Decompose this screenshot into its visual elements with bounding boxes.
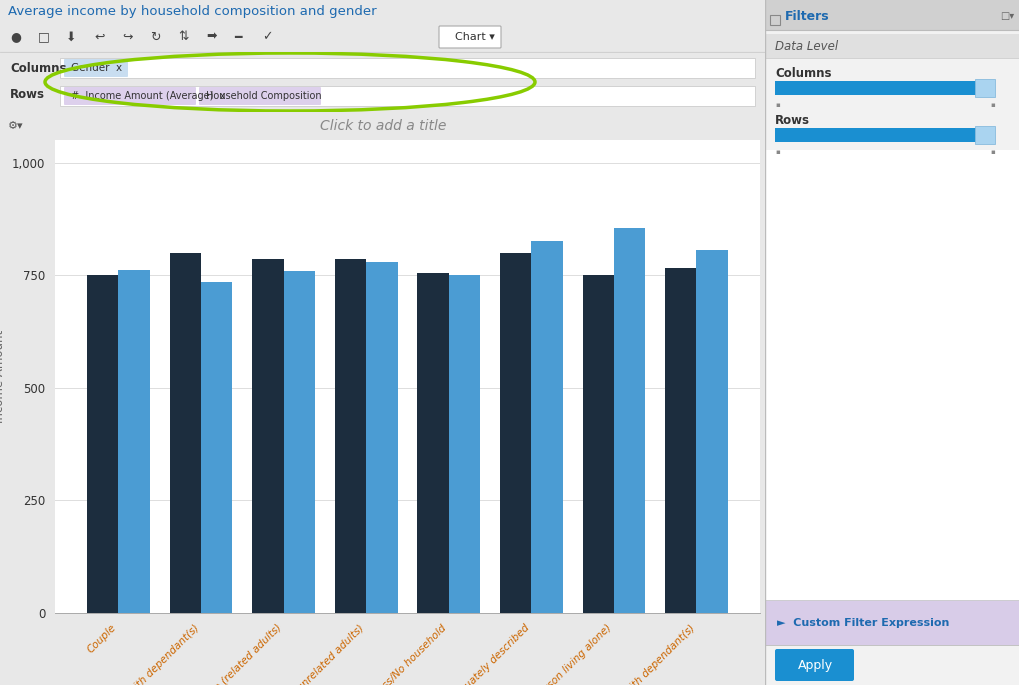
Text: ⇅: ⇅: [178, 31, 189, 44]
FancyBboxPatch shape: [774, 649, 853, 681]
Bar: [974, 79, 994, 97]
Text: ⬇: ⬇: [66, 31, 76, 44]
Text: ►  Custom Filter Expression: ► Custom Filter Expression: [776, 618, 949, 628]
Bar: [499, 253, 531, 613]
Bar: [531, 241, 562, 613]
Text: Average income by household composition and gender: Average income by household composition …: [8, 5, 376, 18]
FancyBboxPatch shape: [199, 87, 321, 105]
Text: Gender  x: Gender x: [71, 63, 122, 73]
Text: Filters: Filters: [785, 10, 828, 23]
Bar: [87, 275, 118, 613]
Text: ➡: ➡: [206, 31, 216, 44]
Bar: [613, 228, 645, 613]
Bar: [60, 58, 754, 78]
Text: ↩: ↩: [94, 31, 104, 44]
Text: □: □: [38, 31, 50, 44]
Text: Rows: Rows: [774, 114, 809, 127]
Text: ▪: ▪: [774, 102, 779, 108]
Bar: [252, 260, 283, 613]
Bar: [366, 262, 397, 613]
Bar: [60, 86, 754, 106]
Text: Chart ▾: Chart ▾: [454, 32, 494, 42]
Text: Data Level: Data Level: [774, 40, 838, 53]
Bar: [769, 15, 780, 25]
Text: ▪: ▪: [774, 149, 779, 155]
Text: Apply: Apply: [797, 658, 832, 671]
Bar: [764, 34, 1019, 58]
Text: Click to add a title: Click to add a title: [320, 119, 445, 133]
Text: ↪: ↪: [122, 31, 132, 44]
Bar: [417, 273, 448, 613]
Bar: [696, 251, 728, 613]
Text: □▾: □▾: [999, 11, 1013, 21]
Bar: [169, 253, 201, 613]
Bar: [764, 0, 1019, 30]
Text: ━: ━: [233, 31, 242, 44]
FancyBboxPatch shape: [438, 26, 500, 48]
Bar: [974, 126, 994, 144]
Bar: [334, 260, 366, 613]
Text: ↻: ↻: [150, 31, 160, 44]
Bar: [774, 128, 989, 142]
Bar: [582, 275, 613, 613]
Y-axis label: Income Amount: Income Amount: [0, 330, 6, 423]
Text: ●: ●: [10, 31, 20, 44]
Bar: [764, 600, 1019, 645]
FancyBboxPatch shape: [64, 59, 127, 77]
Text: ▪: ▪: [989, 149, 994, 155]
Text: Rows: Rows: [10, 88, 45, 101]
Bar: [664, 269, 696, 613]
Bar: [448, 275, 480, 613]
Bar: [118, 270, 150, 613]
Bar: [201, 282, 232, 613]
Text: Columns: Columns: [10, 62, 66, 75]
Bar: [774, 81, 989, 95]
Text: #  Income Amount (Average)  x: # Income Amount (Average) x: [71, 91, 225, 101]
Text: ⚙▾: ⚙▾: [8, 121, 23, 131]
Text: Columns: Columns: [774, 66, 830, 79]
Bar: [283, 271, 315, 613]
FancyBboxPatch shape: [64, 87, 196, 105]
Text: ✓: ✓: [262, 31, 272, 44]
Text: ▪: ▪: [989, 102, 994, 108]
Text: Household Composition: Household Composition: [206, 91, 321, 101]
Bar: [764, 150, 1019, 600]
